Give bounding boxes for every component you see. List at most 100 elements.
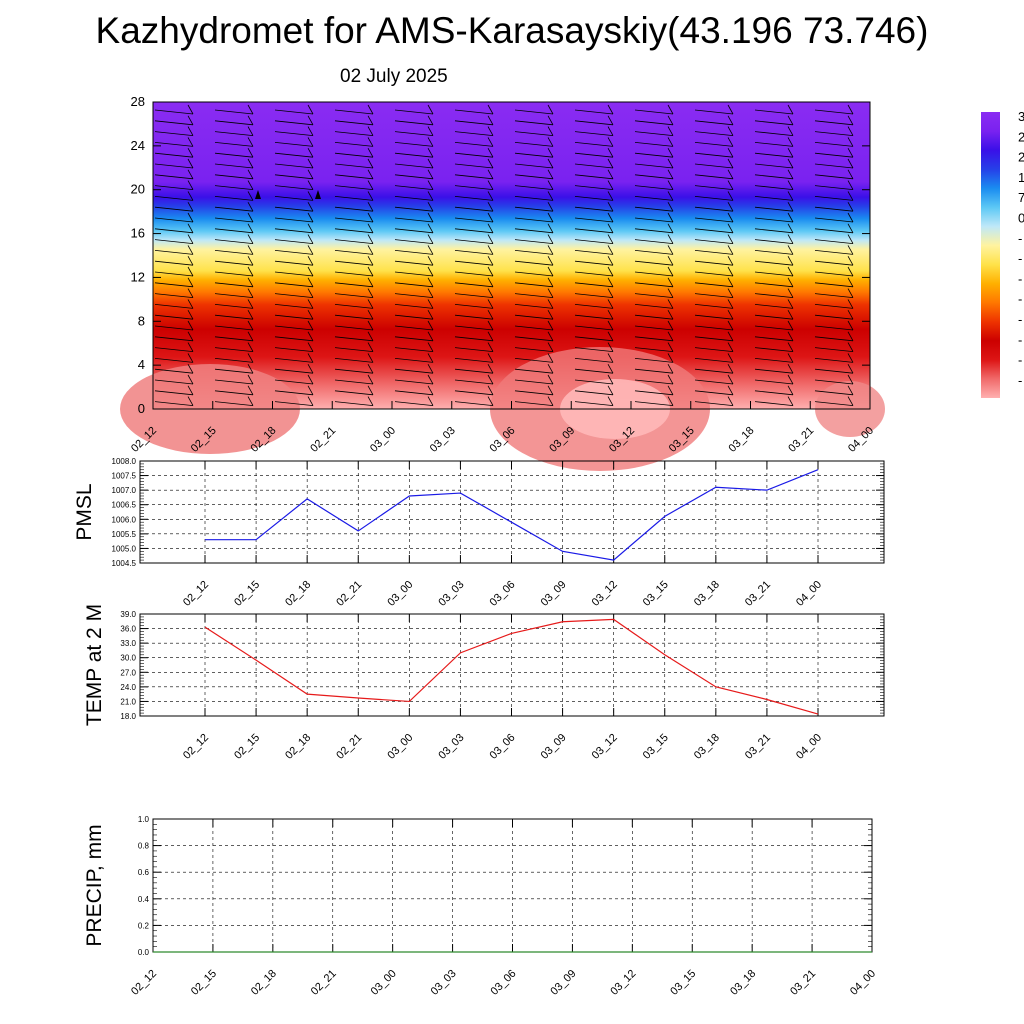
colorbar-label: 2 [1018,129,1024,144]
wind-barb [487,320,494,331]
wind-barb [274,120,314,126]
wind-barb [334,250,374,255]
wind-barb [694,163,734,169]
wind-barb [514,217,554,223]
wind-barb [574,293,614,298]
wind-barb [487,202,494,212]
wind-barb [814,314,854,320]
wind-barb [394,174,434,180]
y-tick-label: 0.6 [138,868,150,877]
wind-barb [667,310,674,320]
wind-barb [427,266,434,277]
wind-barb [814,174,854,180]
wind-barb [274,347,314,352]
wind-barb [427,256,434,266]
wind-barb [454,282,494,288]
wind-barb [814,336,854,342]
x-tick-label: 03_21 [788,968,818,998]
wind-barb [187,234,194,244]
wind-barb [247,277,254,287]
wind-barb [727,137,734,147]
wind-barb [574,142,614,147]
precip-ylabel: PRECIP, mm [83,824,106,946]
wind-barb [154,109,194,115]
wind-barb [187,396,194,406]
wind-barb [547,266,554,277]
wind-barb [514,358,554,363]
wind-barb [334,271,374,277]
wind-barb [307,342,314,352]
wind-barb [694,228,734,234]
wind-barb [814,206,854,212]
wind-barb [787,266,794,277]
wind-barb [847,331,854,341]
wind-barb [307,364,314,374]
wind-barb [787,223,794,233]
wind-barb [514,109,554,115]
wind-barb [214,271,254,277]
wind-barb [154,228,194,234]
wind-barb [247,180,254,190]
wind-barb [214,390,254,396]
wind-barb [367,234,374,244]
wind-barb [187,158,194,169]
wind-barb [547,320,554,331]
colorbar-label: - [1018,373,1022,388]
wind-barb [574,271,614,277]
wind-barb [187,191,194,201]
wind-barb [274,163,314,169]
wind-barb [847,148,854,158]
wind-barb [634,109,674,115]
wind-barb [487,353,494,363]
wind-barb [634,260,674,266]
wind-barb [727,245,734,255]
wind-barb [187,115,194,125]
wind-barb [247,104,254,115]
wind-barb [334,336,374,342]
wind-barb [187,126,194,136]
wind-barb [487,342,494,352]
wind-barb [607,288,614,298]
wind-barb [487,385,494,395]
wind-barb [574,109,614,115]
wind-barb [607,396,614,406]
wind-barb [454,379,494,385]
wind-barb [754,142,794,147]
wind-barb [634,390,674,396]
wind-barb [607,353,614,363]
y-tick-label: 33.0 [120,639,136,648]
wind-barb [727,202,734,212]
wind-barb [634,228,674,234]
wind-barb [454,152,494,158]
wind-barb [154,304,194,309]
wind-barb [487,148,494,158]
wind-barb [847,234,854,244]
pmsl-panel: 1004.5 1005.0 1005.5 1006.0 1006.5 1007.0 1007… [73,457,885,609]
wind-barb [487,245,494,255]
wind-barb [574,131,614,136]
wind-barb [307,126,314,136]
wind-barb [274,152,314,158]
x-tick-label: 02_18 [283,732,313,762]
wind-barb [214,293,254,298]
y-tick-label: 18.0 [120,712,136,721]
wind-barb [487,396,494,406]
wind-barb [394,142,434,147]
wind-barb [274,368,314,374]
wind-barb [787,374,794,385]
wind-barb [214,304,254,309]
wind-barb [247,374,254,385]
wind-barb [394,368,434,374]
wind-barb [214,185,254,190]
wind-barb [607,126,614,136]
wind-barb [307,288,314,298]
wind-barb [367,342,374,352]
wind-barb [787,158,794,169]
wind-barb [514,120,554,126]
wind-barb [454,347,494,352]
wind-barb [607,299,614,309]
x-tick-label: 02_15 [189,968,219,998]
wind-barb [187,104,194,115]
wind-barb [514,206,554,212]
wind-barb [214,142,254,147]
